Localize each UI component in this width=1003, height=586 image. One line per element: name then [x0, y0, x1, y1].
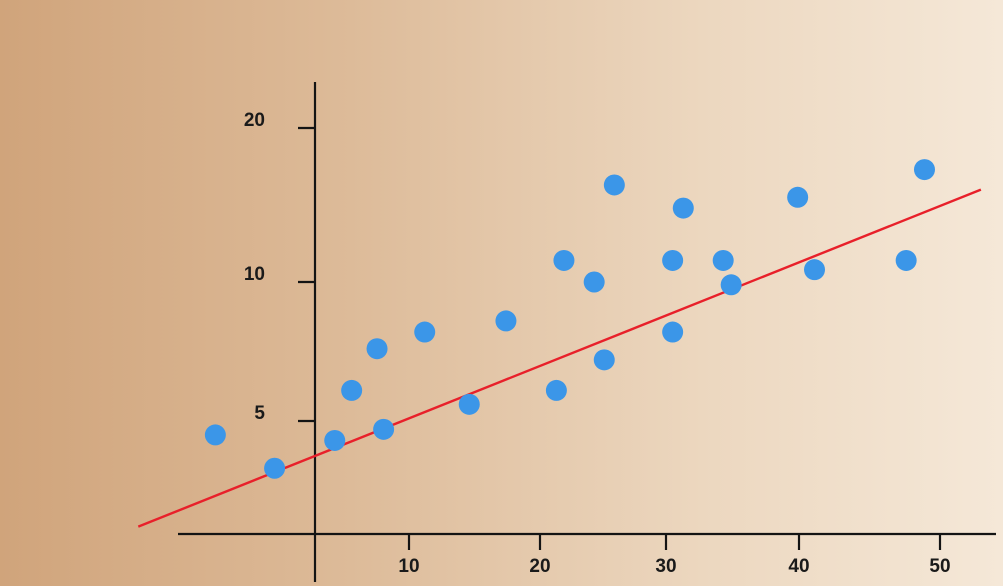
data-point [495, 310, 517, 332]
data-point [341, 379, 363, 401]
data-point [662, 249, 684, 271]
data-point [324, 429, 346, 451]
data-point [414, 321, 436, 343]
y-tick-label: 5 [254, 403, 265, 424]
x-tick-label: 30 [655, 556, 676, 577]
data-point [720, 274, 742, 296]
trend-line [137, 188, 982, 528]
data-point [264, 457, 286, 479]
data-point [787, 186, 809, 208]
data-point [603, 174, 625, 196]
data-point [583, 271, 605, 293]
data-point [373, 418, 395, 440]
data-point [672, 197, 694, 219]
data-point [458, 393, 480, 415]
data-point [913, 159, 935, 181]
data-point [553, 249, 575, 271]
data-point [366, 338, 388, 360]
data-point [662, 321, 684, 343]
y-tick-label: 20 [244, 110, 265, 131]
data-point [895, 249, 917, 271]
x-tick-label: 20 [529, 556, 550, 577]
x-tick-label: 10 [398, 556, 419, 577]
data-point [804, 259, 826, 281]
data-point [545, 379, 567, 401]
x-tick-label: 40 [788, 556, 809, 577]
data-point [712, 249, 734, 271]
y-tick-label: 10 [244, 264, 265, 285]
x-tick-label: 50 [929, 556, 950, 577]
data-point [204, 424, 226, 446]
data-point [593, 349, 615, 371]
